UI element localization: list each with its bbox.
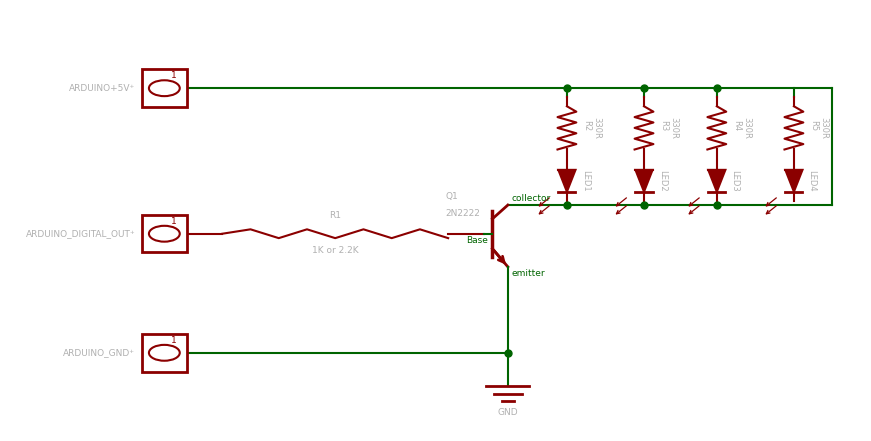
Text: LED2: LED2 <box>658 170 666 192</box>
Text: 1K or 2.2K: 1K or 2.2K <box>312 246 359 255</box>
Text: GND: GND <box>497 408 518 417</box>
Text: LED1: LED1 <box>581 170 590 192</box>
Text: 330R: 330R <box>820 117 828 139</box>
Text: Base: Base <box>466 236 488 245</box>
Text: R4: R4 <box>733 120 741 131</box>
Circle shape <box>149 226 179 242</box>
Text: R1: R1 <box>329 212 341 220</box>
Polygon shape <box>708 170 726 192</box>
Text: 330R: 330R <box>670 117 679 139</box>
Text: 330R: 330R <box>742 117 752 139</box>
Text: 1: 1 <box>172 71 177 80</box>
Text: LED4: LED4 <box>807 170 817 192</box>
Text: LED3: LED3 <box>731 170 739 192</box>
Text: 330R: 330R <box>592 117 602 139</box>
Polygon shape <box>558 170 576 192</box>
Text: R3: R3 <box>659 120 668 131</box>
Text: ARDUINO_DIGITAL_OUT⁺: ARDUINO_DIGITAL_OUT⁺ <box>25 229 135 238</box>
Bar <box>142 215 186 252</box>
Text: 2N2222: 2N2222 <box>445 209 480 218</box>
Text: collector: collector <box>511 194 550 203</box>
Bar <box>142 334 186 371</box>
Polygon shape <box>636 170 652 192</box>
Text: R5: R5 <box>809 120 819 131</box>
Text: Q1: Q1 <box>445 192 458 201</box>
Text: R2: R2 <box>583 120 591 131</box>
Circle shape <box>149 345 179 361</box>
Text: emitter: emitter <box>511 269 545 278</box>
Circle shape <box>149 80 179 96</box>
Text: ARDUINO_GND⁺: ARDUINO_GND⁺ <box>64 348 135 357</box>
Text: 1: 1 <box>172 217 177 226</box>
Polygon shape <box>786 170 802 192</box>
Text: 1: 1 <box>172 336 177 345</box>
Bar <box>142 69 186 107</box>
Text: ARDUINO+5V⁺: ARDUINO+5V⁺ <box>69 84 135 93</box>
